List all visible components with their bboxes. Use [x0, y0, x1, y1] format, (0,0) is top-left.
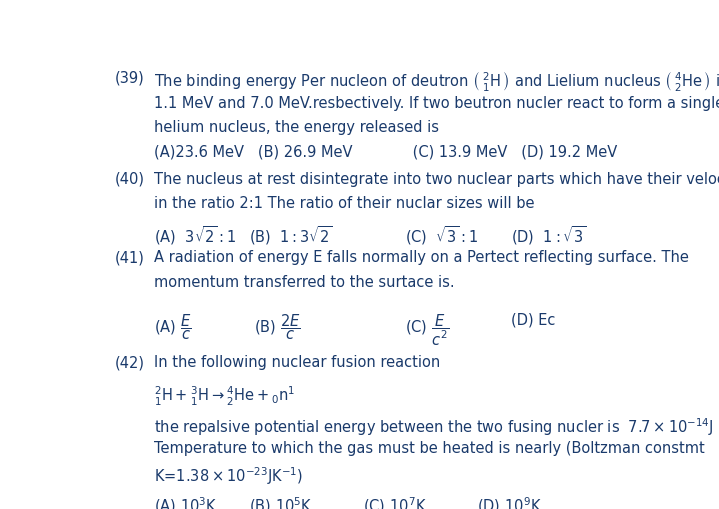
Text: (40): (40) [115, 172, 145, 187]
Text: A radiation of energy E falls normally on a Pertect reflecting surface. The: A radiation of energy E falls normally o… [154, 250, 689, 265]
Text: in the ratio 2:1 The ratio of their nuclar sizes will be: in the ratio 2:1 The ratio of their nucl… [154, 196, 534, 211]
Text: (C) $\dfrac{E}{c^{2}}$: (C) $\dfrac{E}{c^{2}}$ [405, 313, 449, 348]
Text: (D) Ec: (D) Ec [510, 313, 555, 327]
Text: (B) $10^{5}$K: (B) $10^{5}$K [249, 495, 312, 509]
Text: (A) $10^{3}$K: (A) $10^{3}$K [154, 495, 218, 509]
Text: helium nucleus, the energy released is: helium nucleus, the energy released is [154, 120, 439, 135]
Text: (42): (42) [115, 355, 145, 371]
Text: (39): (39) [115, 71, 145, 86]
Text: The nucleus at rest disintegrate into two nuclear parts which have their velocit: The nucleus at rest disintegrate into tw… [154, 172, 719, 187]
Text: (A)  $3\sqrt{2}:1$: (A) $3\sqrt{2}:1$ [154, 224, 237, 246]
Text: (A)23.6 MeV   (B) 26.9 MeV             (C) 13.9 MeV   (D) 19.2 MeV: (A)23.6 MeV (B) 26.9 MeV (C) 13.9 MeV (D… [154, 145, 617, 160]
Text: momentum transferred to the surtace is.: momentum transferred to the surtace is. [154, 275, 454, 290]
Text: (C)  $\sqrt{3}:1$: (C) $\sqrt{3}:1$ [405, 224, 478, 246]
Text: K=$1.38\times10^{-23}$JK$^{-1}$): K=$1.38\times10^{-23}$JK$^{-1}$) [154, 466, 303, 487]
Text: Temperature to which the gas must be heated is nearly (Boltzman constmt: Temperature to which the gas must be hea… [154, 441, 705, 456]
Text: ${}^{2}_{1}\mathrm{H}+{}^{3}_{1}\mathrm{H}\rightarrow{}^{4}_{2}\mathrm{He}+{}_{0: ${}^{2}_{1}\mathrm{H}+{}^{3}_{1}\mathrm{… [154, 385, 296, 408]
Text: (D)  $1:\sqrt{3}$: (D) $1:\sqrt{3}$ [510, 224, 586, 246]
Text: (A) $\dfrac{E}{c}$: (A) $\dfrac{E}{c}$ [154, 313, 191, 342]
Text: (41): (41) [115, 250, 145, 265]
Text: (D) $10^{9}$K: (D) $10^{9}$K [477, 495, 542, 509]
Text: (C) $10^{7}$K: (C) $10^{7}$K [363, 495, 426, 509]
Text: (B) $\dfrac{2E}{c}$: (B) $\dfrac{2E}{c}$ [255, 313, 301, 342]
Text: The binding energy Per nucleon of deutron $\left(\,{}^{2}_{1}\mathrm{H}\,\right): The binding energy Per nucleon of deutro… [154, 71, 719, 94]
Text: 1.1 MeV and 7.0 MeV.resbectively. If two beutron nucler react to form a single: 1.1 MeV and 7.0 MeV.resbectively. If two… [154, 96, 719, 110]
Text: In the following nuclear fusion reaction: In the following nuclear fusion reaction [154, 355, 440, 371]
Text: (B)  $1:3\sqrt{2}$: (B) $1:3\sqrt{2}$ [249, 224, 332, 246]
Text: the repalsive potential energy between the two fusing nucler is  $7.7\times10^{-: the repalsive potential energy between t… [154, 416, 719, 438]
